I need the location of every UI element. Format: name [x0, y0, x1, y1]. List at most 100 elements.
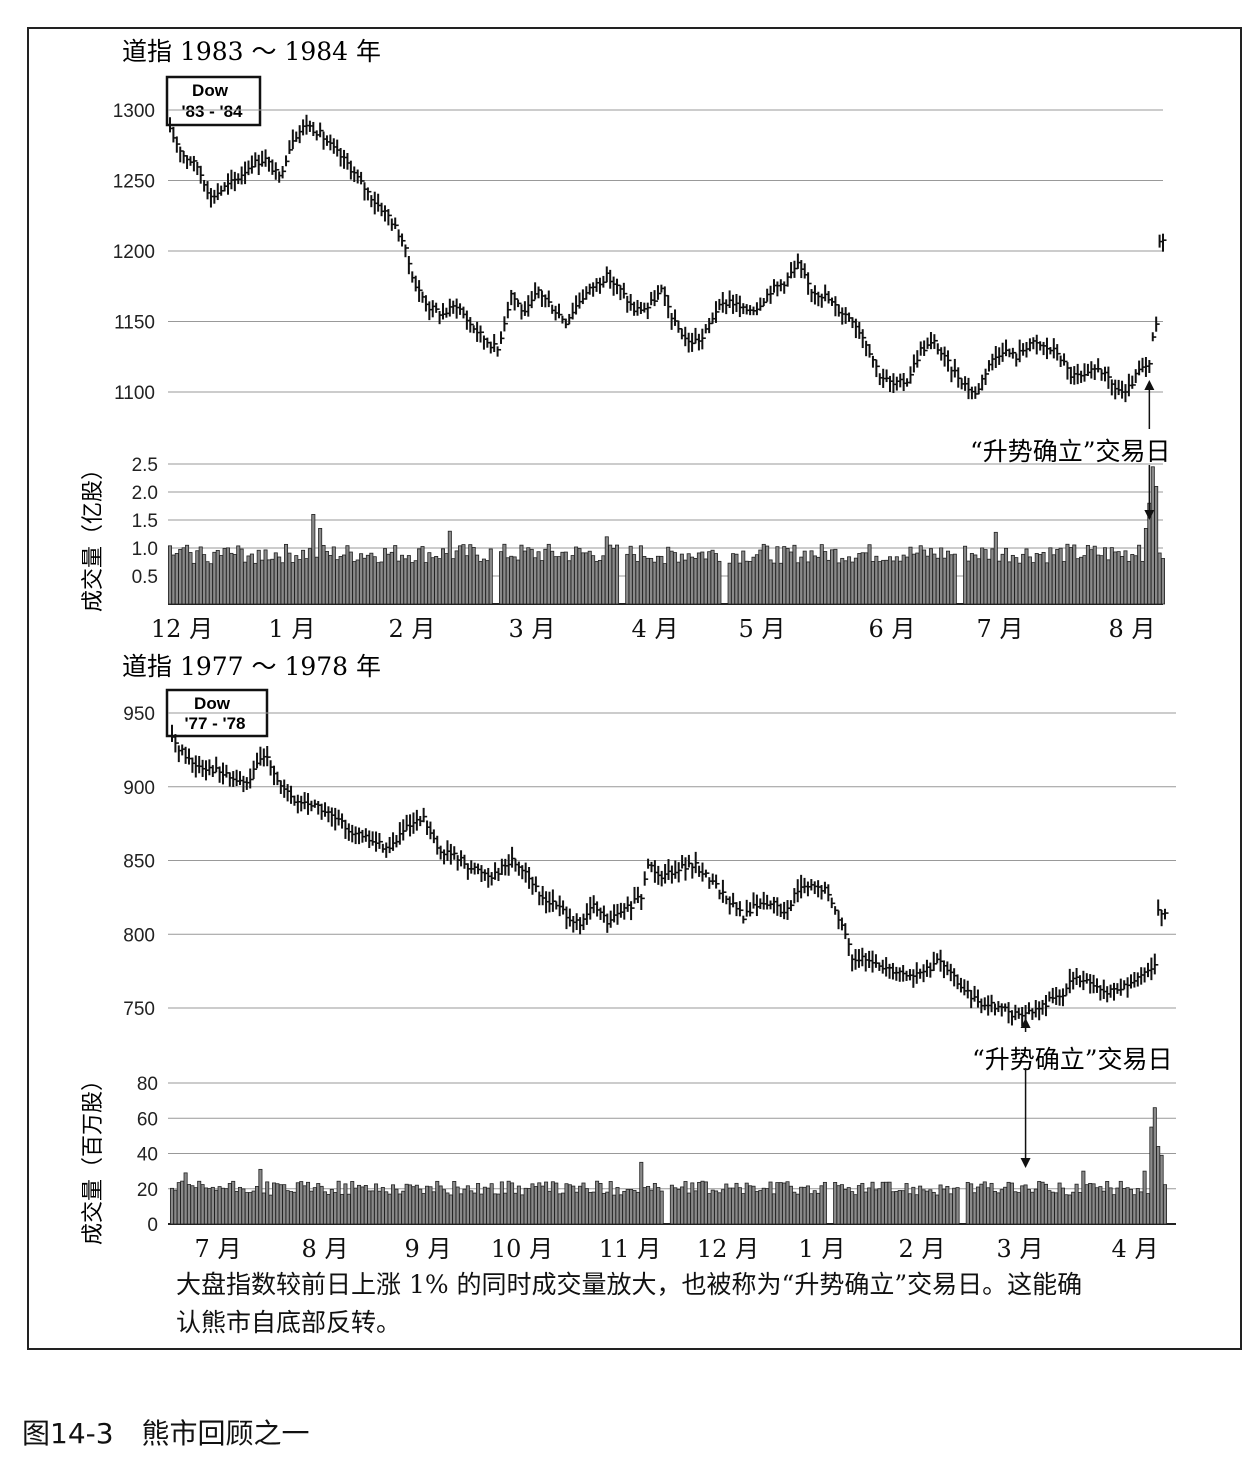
top-volume-bar	[802, 550, 807, 605]
bottom-volume-bar	[306, 1181, 311, 1225]
bottom-volume-bar	[894, 1191, 899, 1225]
top-volume-bar	[915, 552, 920, 605]
top-volume-bar	[830, 549, 835, 605]
bottom-volume-bar	[238, 1186, 243, 1225]
top-volume-bar	[563, 551, 568, 605]
bottom-volume-bar	[938, 1184, 943, 1225]
top-volume-bar	[744, 560, 749, 605]
top-volume-bar	[393, 545, 398, 605]
bottom-volume-bar	[979, 1183, 984, 1225]
bottom-volume-bar	[384, 1191, 389, 1225]
top-volume-tick-label: 1.5	[132, 511, 158, 532]
top-volume-bar	[625, 553, 630, 605]
top-volume-bar	[707, 551, 712, 605]
bottom-volume-bar	[992, 1190, 997, 1225]
bottom-volume-bar	[1077, 1192, 1082, 1225]
bottom-month-label: 12 月	[697, 1235, 759, 1263]
top-volume-bar	[713, 553, 718, 605]
top-volume-bar	[185, 544, 190, 605]
bottom-volume-bar	[673, 1187, 678, 1225]
bottom-volume-bar	[758, 1190, 763, 1225]
bottom-volume-bar	[506, 1180, 511, 1225]
top-volume-bar	[710, 549, 715, 605]
top-volume-bar	[898, 560, 903, 605]
top-volume-bar	[584, 552, 589, 605]
top-volume-bar	[481, 558, 486, 605]
top-volume-bar	[690, 556, 695, 605]
bottom-volume-bar	[377, 1190, 382, 1225]
bottom-volume-bar	[282, 1184, 287, 1225]
bottom-volume-bar	[714, 1190, 719, 1225]
bottom-volume-bar	[921, 1189, 926, 1225]
top-breakout-annotation: “升势确立”交易日	[970, 437, 1171, 466]
bottom-volume-bar	[605, 1191, 610, 1225]
top-volume-bar	[911, 553, 916, 605]
bottom-volume-bar	[785, 1181, 790, 1225]
bottom-volume-bar	[737, 1187, 742, 1225]
top-volume-bar	[226, 547, 231, 605]
bottom-volume-bar	[642, 1187, 647, 1225]
bottom-volume-bar	[187, 1184, 192, 1225]
top-volume-bar	[669, 550, 674, 605]
bottom-volume-bar	[210, 1186, 215, 1225]
bottom-volume-bar	[1122, 1188, 1127, 1225]
bottom-volume-bar	[346, 1193, 351, 1225]
top-volume-bar	[980, 547, 985, 605]
bottom-volume-bar	[1152, 1107, 1157, 1225]
bottom-volume-bar	[999, 1189, 1004, 1225]
top-volume-bar	[601, 555, 606, 605]
bottom-volume-tick-label: 60	[137, 1109, 158, 1130]
top-volume-bar	[519, 544, 524, 605]
top-volume-bar	[795, 562, 800, 605]
bottom-volume-bar	[567, 1184, 572, 1225]
bottom-volume-bar	[533, 1186, 538, 1225]
bottom-volume-bar	[323, 1191, 328, 1225]
bottom-volume-bar	[435, 1180, 440, 1225]
bottom-volume-bar	[897, 1190, 902, 1225]
bottom-volume-bar	[907, 1193, 912, 1225]
bottom-volume-bar	[193, 1187, 198, 1225]
top-volume-bar	[1082, 555, 1087, 605]
bottom-volume-bar	[649, 1189, 654, 1225]
bottom-volume-bar	[180, 1180, 185, 1225]
bottom-volume-bar	[411, 1186, 416, 1225]
bottom-price-tick-label: 900	[123, 778, 155, 799]
bottom-volume-bar	[544, 1181, 549, 1225]
bottom-volume-bar	[1149, 1126, 1154, 1225]
top-volume-bar	[611, 548, 616, 605]
top-volume-bar	[417, 548, 422, 605]
top-volume-bar	[679, 553, 684, 605]
top-volume-bar	[741, 550, 746, 605]
bottom-volume-bar	[1094, 1187, 1099, 1225]
top-volume-bar	[574, 546, 579, 605]
top-volume-bar	[577, 548, 582, 605]
top-volume-bar	[338, 556, 343, 605]
top-month-label: 2 月	[389, 615, 436, 643]
top-volume-bar	[799, 556, 804, 605]
top-volume-bar	[1106, 559, 1111, 605]
bottom-volume-bar	[935, 1194, 940, 1225]
top-volume-bar	[901, 554, 906, 605]
bottom-volume-bar	[261, 1192, 266, 1225]
top-volume-bar	[219, 555, 224, 605]
bottom-volume-bar	[771, 1193, 776, 1225]
bottom-volume-bar	[425, 1185, 430, 1225]
bottom-volume-bar	[741, 1193, 746, 1225]
bottom-volume-tick-label: 0	[147, 1215, 158, 1236]
bottom-volume-bar	[591, 1191, 596, 1225]
top-volume-bar	[734, 553, 739, 605]
bottom-volume-bar	[316, 1183, 321, 1225]
bottom-volume-bar	[241, 1188, 246, 1225]
bottom-volume-bar	[272, 1182, 277, 1225]
bottom-volume-bar	[1013, 1191, 1018, 1225]
top-volume-bar	[997, 560, 1002, 605]
top-volume-bar	[833, 548, 838, 605]
top-volume-bar	[864, 552, 869, 605]
top-volume-bar	[969, 553, 974, 605]
bottom-volume-bar	[1060, 1187, 1065, 1225]
top-volume-bar	[526, 547, 531, 605]
top-volume-bar	[454, 550, 459, 605]
bottom-volume-bar	[788, 1185, 793, 1225]
top-volume-bar	[1126, 560, 1131, 605]
bottom-volume-bar	[1006, 1181, 1011, 1225]
